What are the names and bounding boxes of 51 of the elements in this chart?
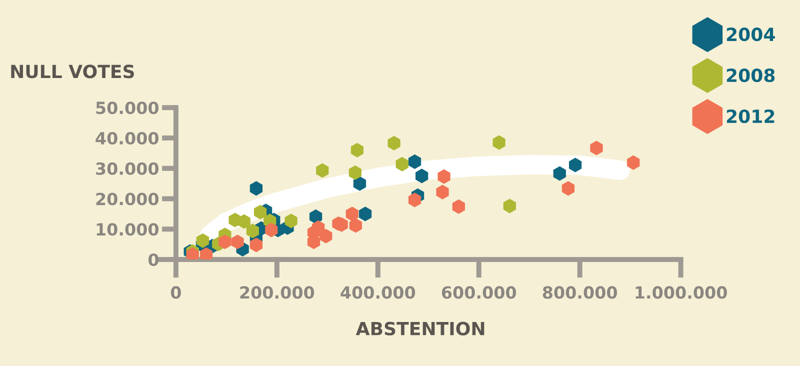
point [353, 176, 366, 191]
point [196, 233, 210, 248]
point [238, 214, 250, 229]
point [254, 204, 267, 220]
point [309, 209, 322, 224]
point [231, 234, 244, 250]
x-tick-label: 0 [170, 286, 181, 299]
point [316, 163, 329, 178]
legend-label: 2004 [726, 28, 775, 42]
point [416, 168, 428, 184]
point [250, 238, 263, 252]
point [284, 214, 298, 228]
point [438, 169, 450, 184]
x-axis-title: ABSTENTION [356, 322, 484, 336]
point [388, 136, 400, 150]
point [562, 181, 575, 196]
x-tick-label: 400.000 [340, 286, 416, 299]
y-axis-title: NULL VOTES [11, 64, 134, 78]
point [590, 140, 603, 156]
point [346, 206, 358, 222]
x-tick-label: 200.000 [240, 286, 314, 299]
point [452, 199, 465, 214]
y-tick-label: 20.000 [96, 192, 158, 206]
y-tick-label: 50.000 [96, 102, 158, 114]
point [396, 156, 408, 172]
point [218, 234, 232, 250]
point [436, 184, 449, 200]
legend-label: 2012 [726, 109, 774, 124]
point [250, 181, 263, 196]
point [265, 222, 278, 238]
point [246, 224, 259, 238]
point [349, 218, 362, 233]
point [408, 192, 422, 208]
point [503, 198, 516, 214]
y-tick-label: 0 [148, 253, 158, 266]
point [408, 154, 422, 169]
point [492, 135, 506, 150]
point [568, 158, 582, 172]
point [350, 142, 364, 158]
x-tick-label: 600.000 [442, 286, 516, 299]
point [627, 155, 640, 170]
y-tick-label: 40.000 [96, 132, 158, 145]
x-tick-label: 1.000.000 [636, 286, 727, 299]
point [320, 228, 332, 244]
legend-label: 2008 [726, 68, 775, 82]
y-tick-label: 10.000 [96, 223, 158, 236]
y-tick-label: 30.000 [96, 162, 158, 175]
point [553, 166, 566, 181]
point [358, 206, 372, 222]
x-tick-label: 800.000 [542, 286, 617, 299]
point [348, 165, 362, 180]
